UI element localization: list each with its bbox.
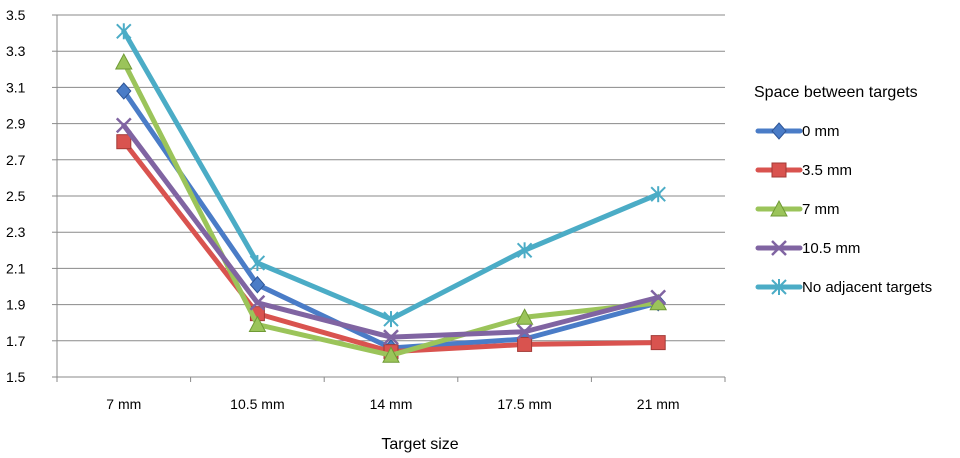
y-tick-label: 2.5 bbox=[6, 188, 26, 204]
legend-item: 0 mm bbox=[755, 122, 840, 140]
legend-marker bbox=[771, 122, 787, 140]
legend-marker bbox=[770, 199, 788, 217]
data-point bbox=[516, 323, 533, 340]
y-tick-label: 3.1 bbox=[6, 79, 26, 95]
x-axis-ticks: 7 mm 10.5 mm 14 mm 17.5 mm 21 mm bbox=[106, 396, 679, 412]
legend-item: 7 mm bbox=[755, 199, 840, 218]
x-tick-label: 17.5 mm bbox=[497, 396, 551, 412]
legend-title: Space between targets bbox=[754, 84, 918, 101]
y-tick-label: 3.3 bbox=[6, 43, 26, 59]
legend-marker bbox=[771, 162, 787, 178]
legend-item: 3.5 mm bbox=[755, 162, 852, 179]
legend-marker bbox=[771, 240, 787, 256]
legend-label: 10.5 mm bbox=[802, 240, 860, 257]
data-point bbox=[382, 346, 400, 363]
x-tick-label: 10.5 mm bbox=[230, 396, 284, 412]
axes bbox=[52, 14, 726, 382]
legend-label: 7 mm bbox=[802, 201, 840, 218]
series-line bbox=[121, 122, 661, 340]
x-axis-title: Target size bbox=[381, 436, 458, 453]
gridlines bbox=[57, 14, 725, 342]
data-point bbox=[249, 254, 266, 271]
data-point bbox=[249, 294, 266, 311]
data-point bbox=[116, 82, 132, 100]
x-tick-label: 21 mm bbox=[637, 396, 680, 412]
y-tick-label: 2.3 bbox=[6, 224, 26, 240]
data-point bbox=[248, 315, 267, 333]
y-tick-label: 2.9 bbox=[6, 116, 26, 132]
legend-label: No adjacent targets bbox=[802, 279, 932, 296]
y-tick-label: 2.7 bbox=[6, 152, 26, 168]
legend-label: 0 mm bbox=[802, 123, 840, 140]
data-point bbox=[249, 275, 266, 294]
data-point bbox=[116, 23, 132, 40]
legend-marker bbox=[771, 279, 787, 295]
data-point bbox=[383, 311, 399, 328]
legend-item: 10.5 mm bbox=[755, 240, 860, 257]
data-point bbox=[116, 134, 132, 150]
data-point bbox=[115, 117, 132, 134]
legend-item: No adjacent targets bbox=[755, 279, 932, 296]
x-tick-label: 7 mm bbox=[106, 396, 141, 412]
data-point bbox=[383, 329, 399, 346]
series-no-adjacent-targets bbox=[116, 23, 666, 328]
y-tick-label: 2.1 bbox=[6, 260, 26, 276]
x-tick-label: 14 mm bbox=[370, 396, 413, 412]
data-point bbox=[515, 308, 534, 325]
data-point bbox=[650, 289, 667, 306]
legend-label: 3.5 mm bbox=[802, 162, 852, 179]
y-tick-label: 1.9 bbox=[6, 297, 26, 313]
data-point bbox=[650, 186, 666, 203]
legend: Space between targets 0 mm 3.5 mm 7 mm 10.5… bbox=[754, 84, 932, 296]
y-tick-label: 1.7 bbox=[6, 333, 26, 349]
y-tick-label: 3.5 bbox=[6, 7, 26, 23]
data-point bbox=[516, 242, 533, 259]
series-10-5-mm bbox=[115, 117, 667, 346]
series-group bbox=[114, 23, 668, 363]
data-point bbox=[650, 335, 666, 351]
data-point bbox=[114, 52, 133, 70]
y-axis-ticks: 1.5 1.7 1.9 2.1 2.3 2.5 2.7 2.9 3.1 3.3 3.5 bbox=[6, 7, 26, 385]
series-line bbox=[121, 28, 661, 322]
y-tick-label: 1.5 bbox=[6, 369, 26, 385]
data-point bbox=[517, 336, 533, 352]
